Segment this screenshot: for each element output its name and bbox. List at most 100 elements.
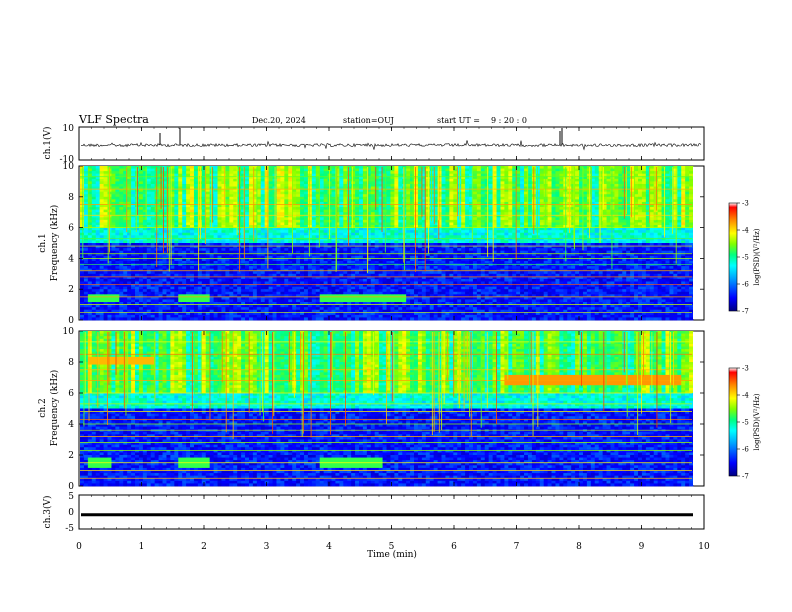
spectrogram-cell — [166, 166, 170, 169]
spectrogram-cell — [312, 171, 316, 174]
spectrogram-cell — [100, 194, 104, 197]
spectrogram-cell — [587, 207, 591, 210]
spectrogram-cell — [265, 189, 269, 192]
spectrogram-cell — [689, 220, 693, 223]
spectrogram-cell — [280, 171, 284, 174]
spectrogram-cell — [347, 174, 351, 177]
spectrogram-cell — [669, 220, 673, 223]
spectrogram-cell — [292, 199, 296, 202]
spectrogram-cell — [665, 169, 669, 172]
spectrogram-cell — [174, 174, 178, 177]
spectrogram-cell — [115, 192, 119, 195]
spectrogram-cell — [182, 222, 186, 225]
spectrogram-cell — [583, 199, 587, 202]
spectrogram-cell — [174, 194, 178, 197]
spectrogram-cell — [638, 212, 642, 215]
spectrogram-cell — [143, 179, 147, 182]
spectrogram-cell — [174, 179, 178, 182]
spectrogram-cell — [398, 181, 402, 184]
spectrogram-cell — [194, 192, 198, 195]
spectrogram-cell — [610, 174, 614, 177]
spectrogram-cell — [324, 212, 328, 215]
spectrogram-cell — [575, 181, 579, 184]
spectrogram-cell — [229, 192, 233, 195]
spectrogram-cell — [638, 199, 642, 202]
spectrogram-cell — [473, 184, 477, 187]
spectrogram-cell — [178, 166, 182, 169]
spectrogram-cell — [383, 207, 387, 210]
spectrogram-cell — [292, 210, 296, 213]
spectrogram-cell — [225, 217, 229, 220]
spectrogram-cell — [681, 171, 685, 174]
spectrogram-cell — [186, 184, 190, 187]
spectrogram-cell — [84, 194, 88, 197]
spectrogram-cell — [206, 194, 210, 197]
spectrogram-cell — [343, 169, 347, 172]
spectrogram-cell — [80, 222, 84, 225]
spectrogram-cell — [504, 197, 508, 200]
spectrogram-cell — [673, 212, 677, 215]
spectrogram-cell — [587, 184, 591, 187]
spectrogram-cell — [92, 169, 96, 172]
spectrogram-cell — [182, 217, 186, 220]
spectrogram-cell — [245, 174, 249, 177]
spectrogram-cell — [135, 222, 139, 225]
spectrogram-cell — [383, 181, 387, 184]
spectrogram-cell — [351, 192, 355, 195]
spectrogram-cell — [324, 210, 328, 213]
spectrogram-cell — [650, 210, 654, 213]
spectrogram-cell — [143, 207, 147, 210]
spectrogram-cell — [139, 210, 143, 213]
spectrogram-cell — [221, 220, 225, 223]
spectrogram-cell — [677, 205, 681, 208]
spectrogram-cell — [555, 171, 559, 174]
spectrogram-cell — [174, 189, 178, 192]
spectrogram-cell — [662, 181, 666, 184]
spectrogram-cell — [681, 179, 685, 182]
spectrogram-cell — [595, 179, 599, 182]
spectrogram-cell — [363, 205, 367, 208]
spectrogram-cell — [508, 207, 512, 210]
spectrogram-cell — [131, 189, 135, 192]
spectrogram-cell — [371, 174, 375, 177]
spectrogram-cell — [269, 169, 273, 172]
spectrogram-cell — [221, 212, 225, 215]
spectrogram-cell — [225, 212, 229, 215]
ch1-ylabel: ch.1(V) — [42, 127, 53, 160]
spectrogram-cell — [548, 199, 552, 202]
spectrogram-cell — [96, 189, 100, 192]
spectrogram-cell — [308, 210, 312, 213]
spectrogram-cell — [516, 179, 520, 182]
spectrogram-cell — [477, 205, 481, 208]
spectrogram-cell — [249, 199, 253, 202]
spectrogram-cell — [292, 171, 296, 174]
spectrogram-cell — [552, 210, 556, 213]
spectrogram-cell — [166, 199, 170, 202]
spectrogram-cell — [426, 189, 430, 192]
spectrogram-cell — [300, 169, 304, 172]
spectrogram-cell — [614, 220, 618, 223]
spectrogram-cell — [508, 171, 512, 174]
spectrogram-cell — [614, 205, 618, 208]
spectrogram-cell — [603, 220, 607, 223]
spectrogram-cell — [119, 184, 123, 187]
spectrogram-cell — [520, 205, 524, 208]
spectrogram-cell — [111, 171, 115, 174]
spectrogram-cell — [658, 171, 662, 174]
spectrogram-cell — [689, 171, 693, 174]
spectrogram-cell — [618, 212, 622, 215]
spectrogram-cell — [398, 207, 402, 210]
spectrogram-cell — [497, 192, 501, 195]
spectrogram-cell — [375, 212, 379, 215]
spectrogram-cell — [469, 194, 473, 197]
spectrogram-cell — [96, 192, 100, 195]
spectrogram-cell — [508, 217, 512, 220]
spectrogram-cell — [206, 166, 210, 169]
spectrogram-cell — [583, 181, 587, 184]
spectrogram-cell — [100, 197, 104, 200]
spectrogram-cell — [504, 212, 508, 215]
spectrogram-cell — [111, 181, 115, 184]
spectrogram-cell — [284, 220, 288, 223]
spectrogram-cell — [312, 192, 316, 195]
spectrogram-cell — [296, 212, 300, 215]
